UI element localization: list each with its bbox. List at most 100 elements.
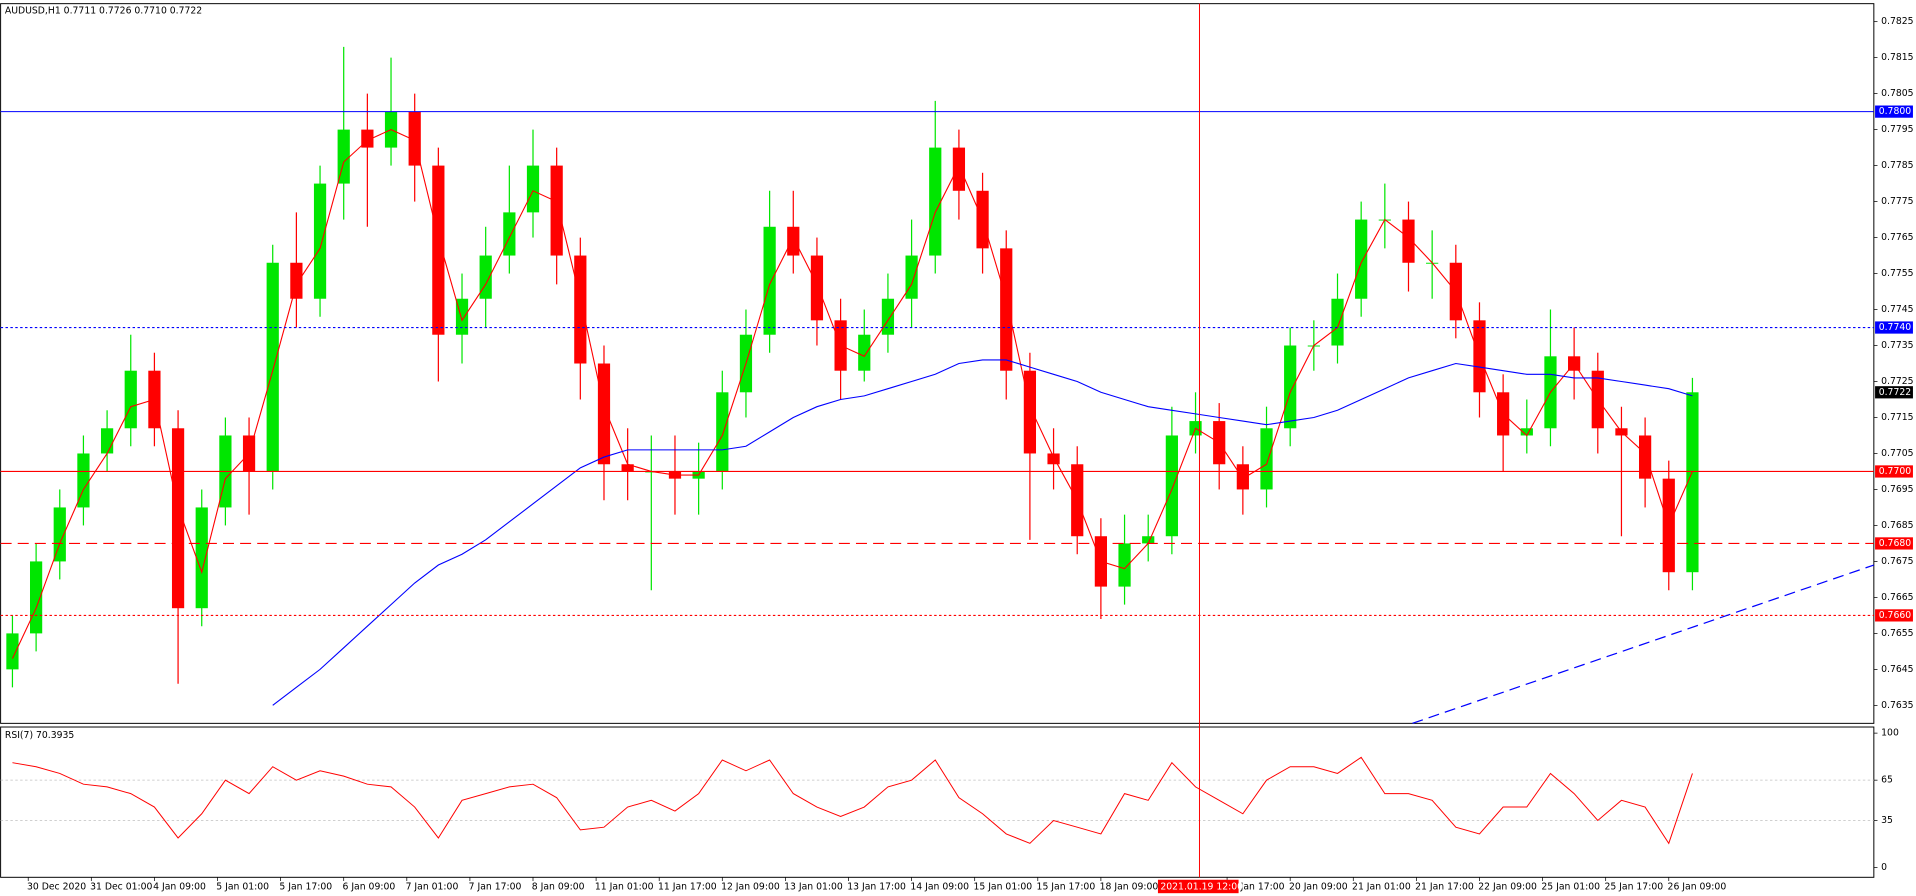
y-tick-label: 35 xyxy=(1881,815,1893,826)
candle-body xyxy=(526,165,540,213)
candle-body xyxy=(313,183,327,299)
x-tick-label: 18 Jan 09:00 xyxy=(1100,882,1159,893)
y-tick-label: 0.7695 xyxy=(1881,484,1914,495)
x-tick-label: 13 Jan 01:00 xyxy=(784,882,843,893)
candle-body xyxy=(810,255,824,321)
level-label: 0.7740 xyxy=(1879,322,1912,333)
y-tick-label: 0.7665 xyxy=(1881,592,1914,603)
candle-body xyxy=(881,298,895,335)
x-tick-label: 20 Jan 09:00 xyxy=(1289,882,1348,893)
rsi-title: RSI(7) 70.3935 xyxy=(5,730,75,741)
x-tick-label: 15 Jan 01:00 xyxy=(973,882,1032,893)
candle-body xyxy=(53,507,66,562)
y-tick-label: 0.7815 xyxy=(1881,52,1914,63)
y-tick-label: 100 xyxy=(1881,728,1899,739)
candle-body xyxy=(290,262,303,299)
chart-title: AUDUSD,H1 0.7711 0.7726 0.7710 0.7722 xyxy=(5,5,202,16)
candle-body xyxy=(1520,428,1533,436)
candle-body xyxy=(858,334,871,371)
candle-body xyxy=(621,464,634,472)
y-tick-label: 0.7725 xyxy=(1881,376,1914,387)
candle-body xyxy=(6,633,19,670)
x-tick-label: 11 Jan 17:00 xyxy=(658,882,717,893)
candle-body xyxy=(550,165,563,256)
x-tick-label: 21 Jan 17:00 xyxy=(1415,882,1474,893)
candle-body xyxy=(1023,370,1037,454)
level-label: 0.7700 xyxy=(1879,466,1912,477)
candle-body xyxy=(787,226,800,256)
candle-body xyxy=(1686,392,1699,573)
candle-body xyxy=(1284,345,1297,429)
y-tick-label: 0.7805 xyxy=(1881,88,1914,99)
y-tick-label: 0.7635 xyxy=(1881,700,1914,711)
x-tick-label: 26 Jan 09:00 xyxy=(1668,882,1727,893)
trend-line xyxy=(1412,564,1875,724)
y-tick-label: 0.7705 xyxy=(1881,448,1914,459)
x-tick-label: 19 Jan 17:00 xyxy=(1226,882,1285,893)
level-label: 0.7680 xyxy=(1879,538,1912,549)
y-tick-label: 0.7765 xyxy=(1881,232,1914,243)
x-tick-label: 6 Jan 09:00 xyxy=(342,882,395,893)
x-tick-label: 7 Jan 17:00 xyxy=(469,882,522,893)
x-tick-label: 21 Jan 01:00 xyxy=(1352,882,1411,893)
x-tick-label: 5 Jan 17:00 xyxy=(279,882,332,893)
y-tick-label: 0.7775 xyxy=(1881,196,1914,207)
level-label: 0.7660 xyxy=(1879,610,1912,621)
x-tick-label: 8 Jan 09:00 xyxy=(532,882,585,893)
candle-body xyxy=(337,129,350,184)
candle-body xyxy=(266,262,279,472)
candle-body xyxy=(1047,453,1060,465)
y-tick-label: 0.7715 xyxy=(1881,412,1914,423)
y-tick-label: 0.7685 xyxy=(1881,520,1914,531)
candle-body xyxy=(1236,464,1249,490)
candle-body xyxy=(1402,219,1415,263)
y-tick-label: 0 xyxy=(1881,862,1887,873)
y-tick-label: 0.7645 xyxy=(1881,664,1914,675)
x-tick-label: 31 Dec 01:00 xyxy=(90,882,152,893)
crosshair-label: 2021.01.19 12:00 xyxy=(1160,882,1243,893)
y-tick-label: 0.7795 xyxy=(1881,124,1914,135)
candle-body xyxy=(1000,248,1013,371)
candle-body xyxy=(432,165,445,335)
x-tick-label: 25 Jan 01:00 xyxy=(1541,882,1600,893)
x-tick-label: 13 Jan 17:00 xyxy=(847,882,906,893)
x-tick-label: 14 Jan 09:00 xyxy=(910,882,969,893)
candle-body xyxy=(929,147,942,256)
candle-body xyxy=(1355,219,1368,299)
x-tick-label: 30 Dec 2020 xyxy=(27,882,86,893)
candle-body xyxy=(124,370,137,429)
candle-body xyxy=(905,255,918,299)
rsi-line xyxy=(12,756,1693,845)
candle-body xyxy=(195,507,208,609)
level-label-box xyxy=(1875,105,1913,118)
y-tick-label: 0.7655 xyxy=(1881,628,1914,639)
candle-body xyxy=(171,428,185,609)
x-tick-label: 7 Jan 01:00 xyxy=(406,882,459,893)
candle-body xyxy=(952,147,966,191)
x-tick-label: 25 Jan 17:00 xyxy=(1604,882,1663,893)
x-tick-label: 22 Jan 09:00 xyxy=(1478,882,1537,893)
price-label-box xyxy=(1875,386,1913,399)
x-tick-label: 11 Jan 01:00 xyxy=(595,882,654,893)
y-tick-label: 65 xyxy=(1881,775,1893,786)
y-tick-label: 0.7675 xyxy=(1881,556,1914,567)
crosshair-label-box xyxy=(1157,879,1239,894)
candle-body xyxy=(479,255,492,299)
candle-body xyxy=(716,392,729,472)
level-label-box xyxy=(1875,609,1913,622)
candle-body xyxy=(1260,428,1273,490)
level-label-box xyxy=(1875,537,1913,550)
candle-body xyxy=(77,453,90,508)
x-tick-label: 15 Jan 17:00 xyxy=(1037,882,1096,893)
moving-average xyxy=(11,129,1693,659)
level-label: 0.7800 xyxy=(1879,106,1912,117)
level-label-box xyxy=(1875,321,1913,334)
y-tick-label: 0.7785 xyxy=(1881,160,1914,171)
candle-body xyxy=(1639,435,1652,479)
main-pane xyxy=(0,3,1875,724)
y-tick-label: 0.7745 xyxy=(1881,304,1914,315)
candle-body xyxy=(1118,543,1131,587)
y-tick-label: 0.7735 xyxy=(1881,340,1914,351)
